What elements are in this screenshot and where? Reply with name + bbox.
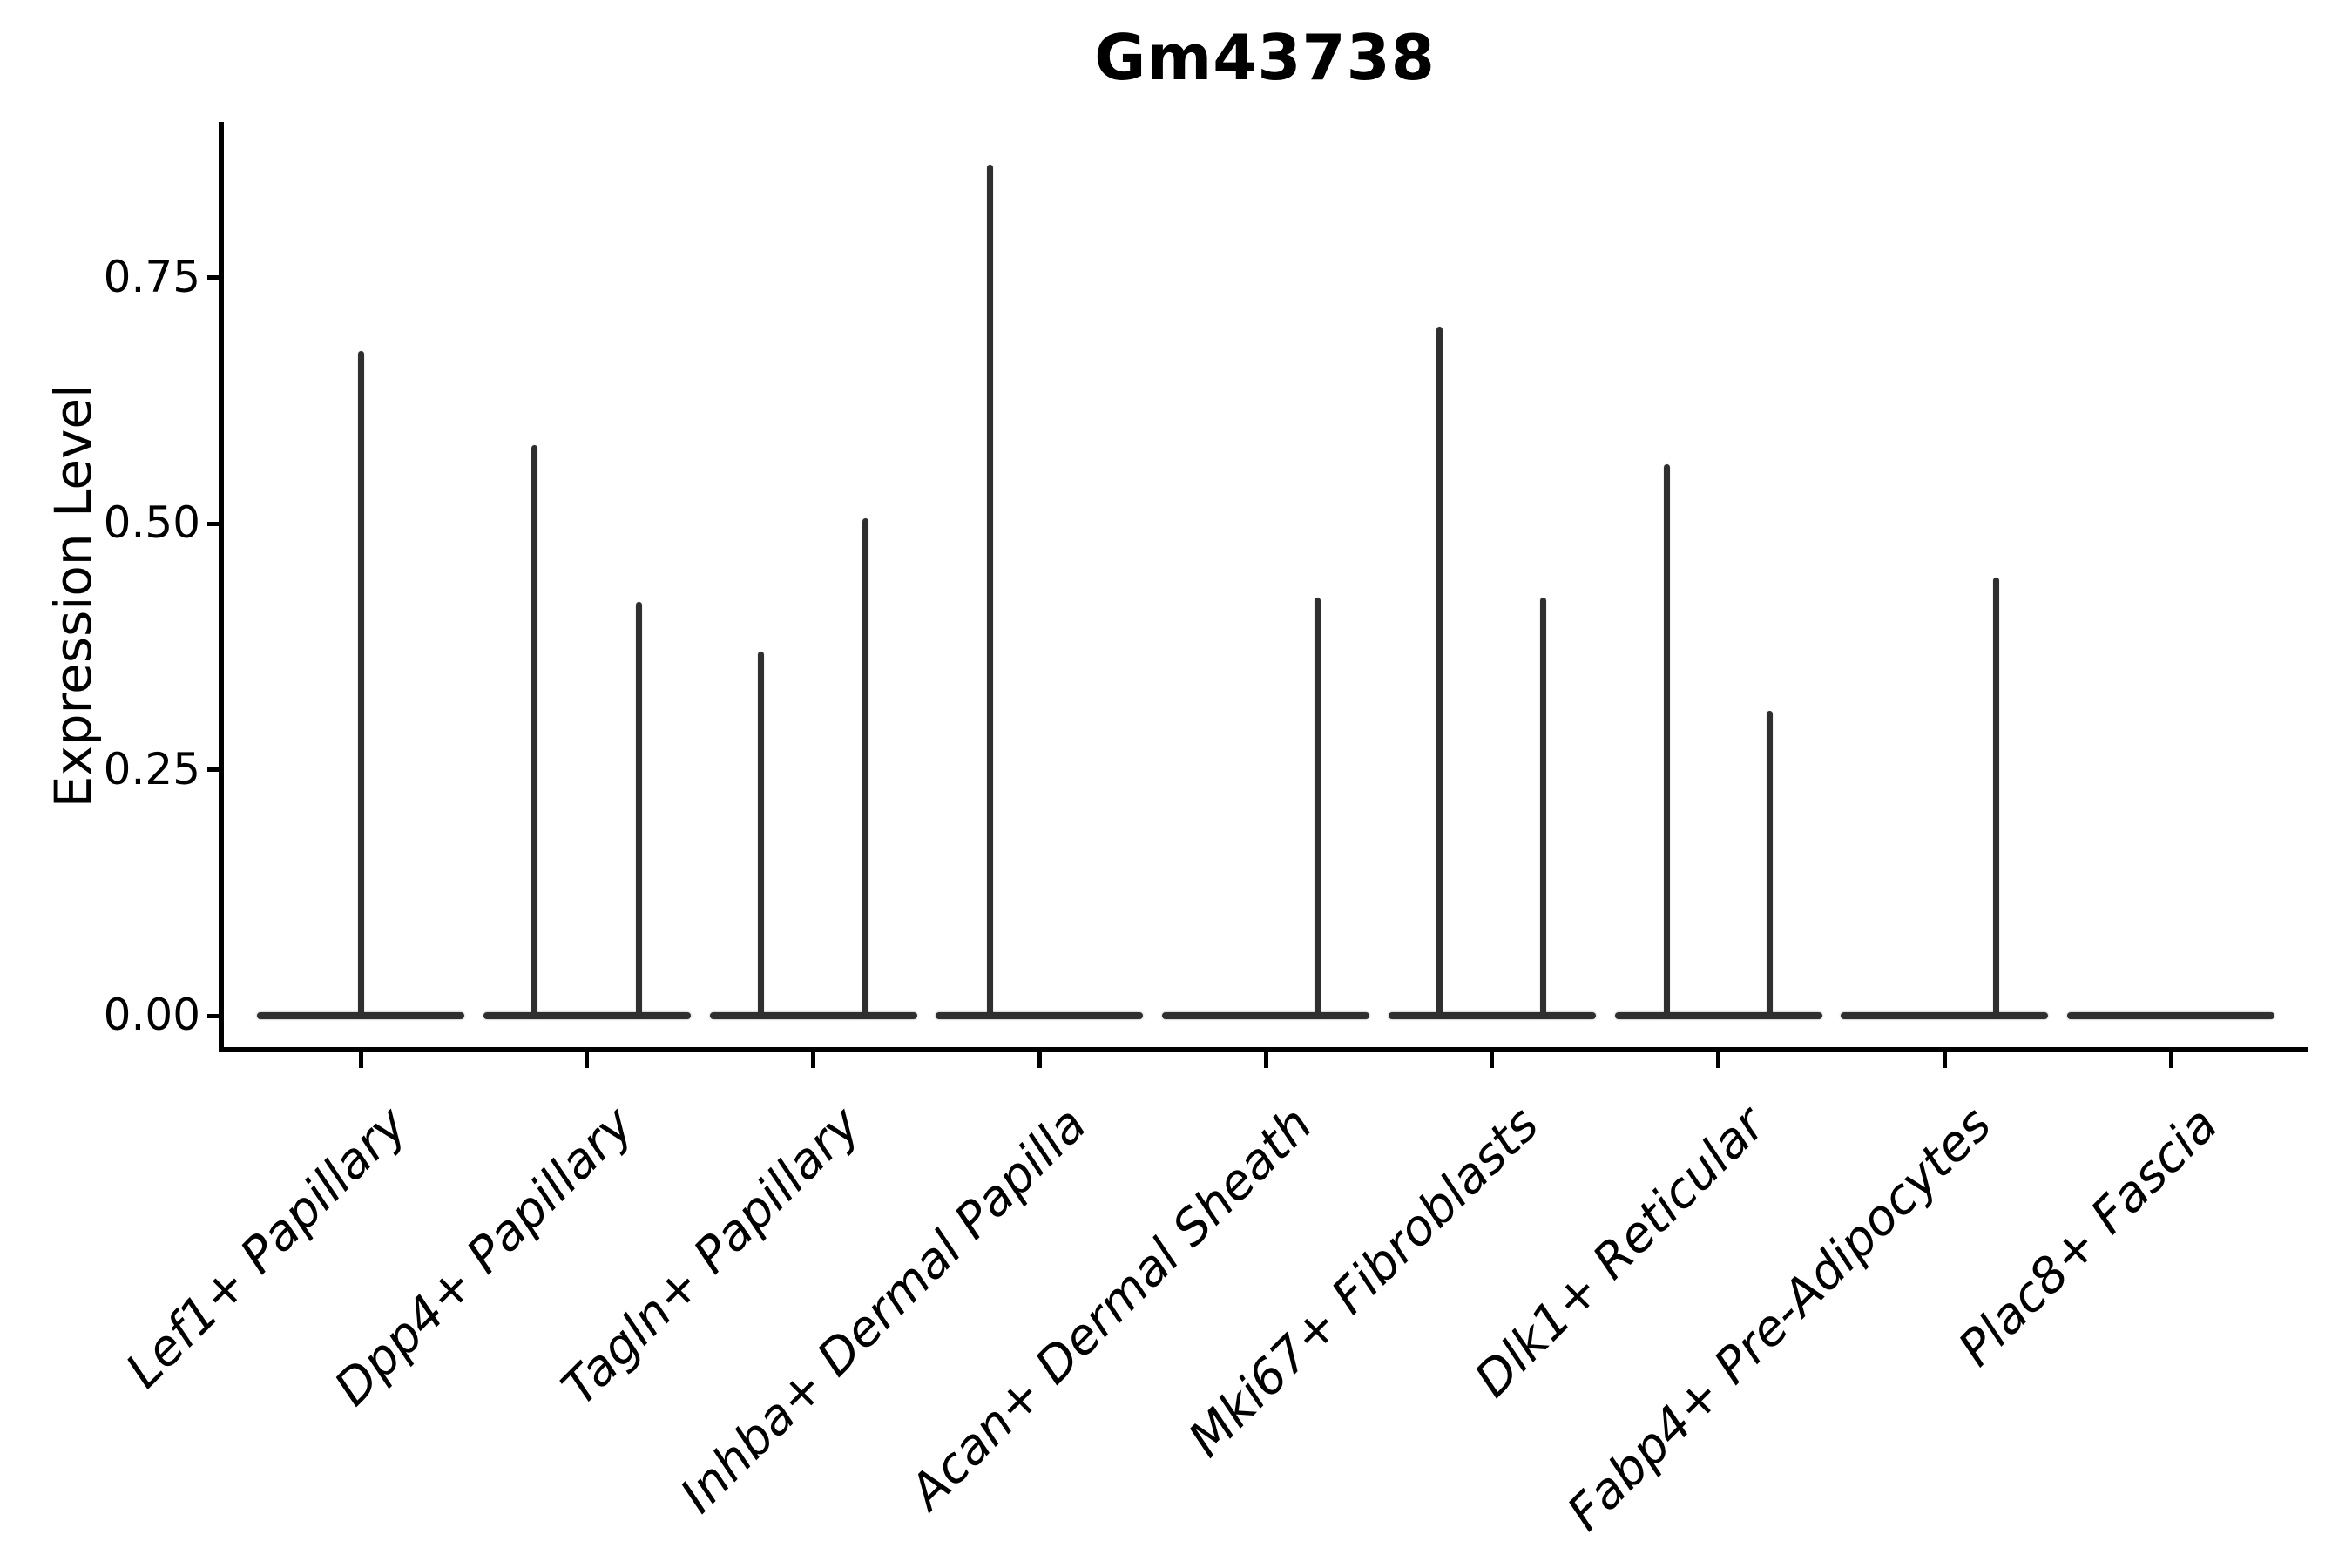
- y-tick-label: 0.50: [103, 497, 200, 548]
- violin-spike: [1436, 327, 1443, 1017]
- violin-base: [1162, 1012, 1369, 1019]
- violin-spike: [1664, 464, 1670, 1017]
- violin-base: [1841, 1012, 2049, 1019]
- x-axis-spine: [219, 1047, 2308, 1052]
- violin-spike: [1314, 597, 1321, 1017]
- y-tick: [207, 275, 220, 280]
- violin-spike: [1540, 597, 1547, 1017]
- y-tick-label: 0.00: [103, 990, 200, 1040]
- violin-spike: [1767, 710, 1773, 1017]
- y-axis-spine: [219, 122, 224, 1052]
- x-tick: [1263, 1052, 1268, 1068]
- y-axis-title: Expression Level: [44, 383, 103, 808]
- y-tick-label: 0.75: [103, 251, 200, 302]
- violin-spike: [758, 651, 764, 1017]
- x-tick: [1490, 1052, 1495, 1068]
- violin-spike: [636, 602, 643, 1017]
- violin-base: [2067, 1012, 2274, 1019]
- x-tick: [1037, 1052, 1042, 1068]
- chart-title: Gm43738: [1094, 21, 1436, 94]
- violin-spike: [531, 444, 538, 1017]
- x-tick: [2168, 1052, 2173, 1068]
- y-tick: [207, 521, 220, 526]
- violin-spike: [986, 164, 993, 1017]
- violin-base: [1614, 1012, 1822, 1019]
- violin-spike: [862, 518, 868, 1017]
- violin-base: [936, 1012, 1144, 1019]
- y-tick: [207, 1013, 220, 1018]
- y-tick: [207, 767, 220, 772]
- violin-spike: [1992, 578, 1999, 1017]
- violin-base: [1388, 1012, 1596, 1019]
- x-tick: [811, 1052, 815, 1068]
- y-tick-label: 0.25: [103, 743, 200, 794]
- violin-base: [483, 1012, 691, 1019]
- violin-base: [709, 1012, 917, 1019]
- x-tick: [1942, 1052, 1947, 1068]
- x-category-label: Acan+ Dermal Sheath: [899, 1096, 1324, 1521]
- x-tick: [1716, 1052, 1720, 1068]
- x-category-label: Fabp4+ Pre-Adipocytes: [1557, 1096, 2003, 1542]
- x-tick: [585, 1052, 590, 1068]
- x-category-label: Inhba+ Dermal Papilla: [669, 1096, 1098, 1524]
- x-tick: [358, 1052, 363, 1068]
- violin-spike: [357, 351, 364, 1017]
